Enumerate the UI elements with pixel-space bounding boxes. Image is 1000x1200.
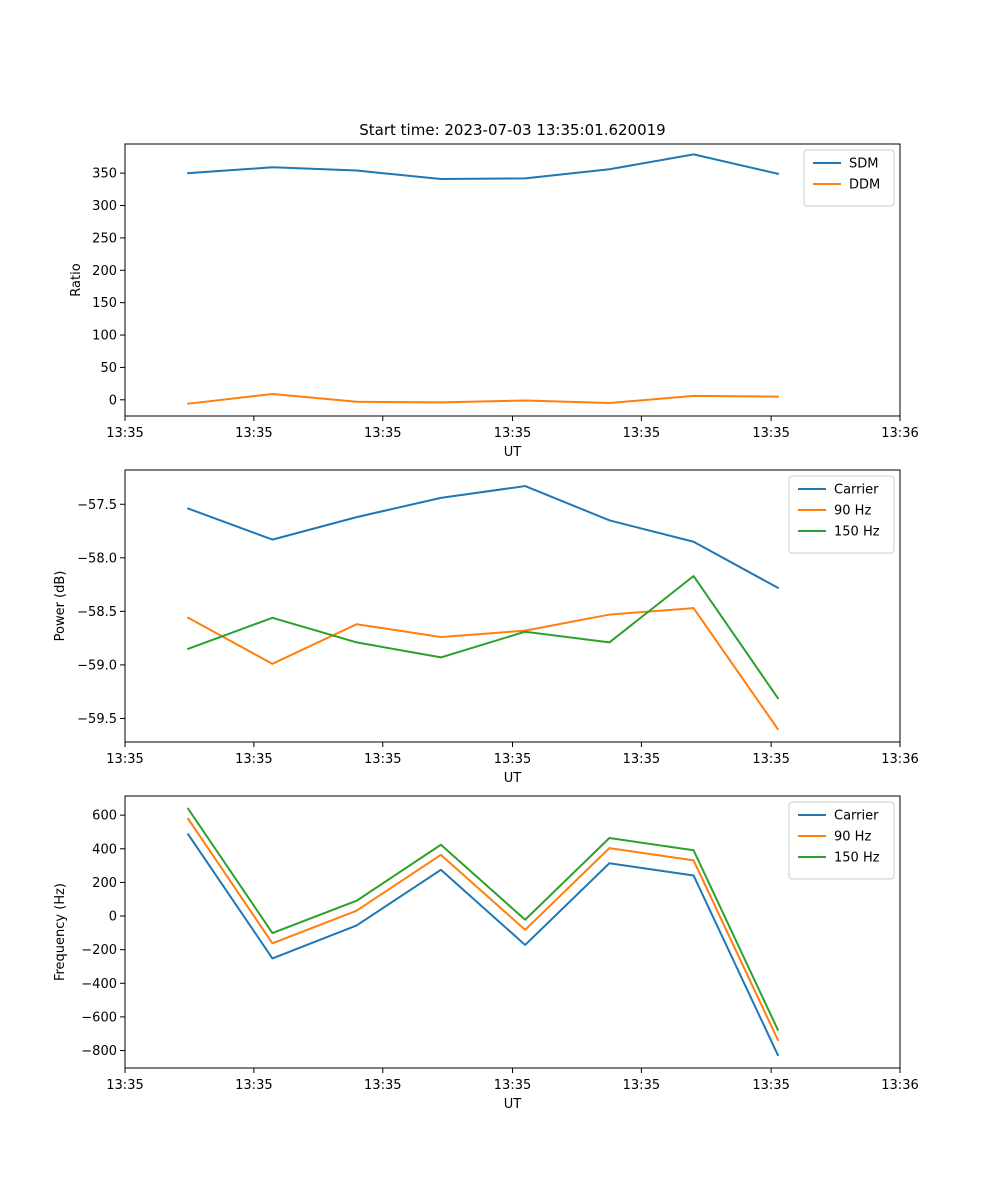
y-axis-label: Frequency (Hz) [53, 883, 68, 981]
chart-title: Start time: 2023-07-03 13:35:01.620019 [359, 121, 665, 139]
x-tick-label: 13:35 [494, 426, 531, 441]
x-tick-label: 13:35 [623, 426, 660, 441]
legend-label: 90 Hz [834, 830, 871, 845]
x-tick-label: 13:35 [235, 426, 272, 441]
legend-label: Carrier [834, 483, 879, 498]
legend: Carrier 90 Hz 150 Hz [788, 801, 895, 880]
y-axis: 0 50 100 150 200 250 300 350 [92, 167, 125, 408]
x-tick-label: 13:36 [881, 1078, 918, 1093]
y-tick-label: 400 [92, 842, 117, 857]
y-tick-label: 0 [109, 910, 117, 925]
series-lines [186, 485, 780, 731]
series-line-150-hz [186, 575, 780, 700]
series-lines [186, 807, 780, 1057]
legend-label: SDM [849, 157, 878, 172]
y-tick-label: 150 [92, 296, 117, 311]
series-lines [187, 153, 780, 405]
y-tick-label: 100 [92, 329, 117, 344]
x-tick-label: 13:35 [752, 752, 789, 767]
x-tick-label: 13:35 [106, 1078, 143, 1093]
x-tick-label: 13:35 [494, 1078, 531, 1093]
y-tick-label: 50 [100, 361, 117, 376]
series-line-carrier [186, 485, 780, 590]
x-axis-label: UT [504, 1097, 522, 1112]
y-axis: −800 −600 −400 −200 0 200 400 600 [81, 809, 125, 1059]
x-tick-label: 13:35 [364, 426, 401, 441]
series-line-150-hz [186, 807, 780, 1032]
y-axis-label: Power (dB) [53, 571, 68, 642]
series-line-90-hz [186, 607, 780, 731]
y-tick-label: −58.0 [77, 551, 117, 566]
series-line-sdm [187, 153, 780, 180]
y-tick-label: 0 [109, 393, 117, 408]
x-axis-label: UT [504, 771, 522, 786]
legend-label: 90 Hz [834, 504, 871, 519]
x-axis-label: UT [504, 445, 522, 460]
x-axis: 13:35 13:35 13:35 13:35 13:35 13:35 13:36 [106, 416, 919, 441]
x-tick-label: 13:35 [235, 1078, 272, 1093]
x-tick-label: 13:36 [881, 752, 918, 767]
y-axis-label: Ratio [69, 263, 84, 296]
x-tick-label: 13:35 [623, 752, 660, 767]
x-tick-label: 13:35 [752, 1078, 789, 1093]
x-tick-label: 13:35 [494, 752, 531, 767]
x-axis: 13:35 13:35 13:35 13:35 13:35 13:35 13:36 [106, 1068, 919, 1093]
legend-label: 150 Hz [834, 851, 880, 866]
x-tick-label: 13:35 [364, 752, 401, 767]
x-tick-label: 13:35 [752, 426, 789, 441]
y-tick-label: 600 [92, 809, 117, 824]
y-tick-label: 200 [92, 264, 117, 279]
y-tick-label: −400 [81, 977, 117, 992]
legend-label: DDM [849, 178, 880, 193]
x-axis: 13:35 13:35 13:35 13:35 13:35 13:35 13:36 [106, 742, 919, 767]
subplot-1: Start time: 2023-07-03 13:35:01.620019 13… [69, 121, 919, 460]
y-tick-label: 300 [92, 199, 117, 214]
series-line-ddm [187, 392, 779, 405]
y-tick-label: −59.5 [77, 712, 117, 727]
subplot-3: 13:35 13:35 13:35 13:35 13:35 13:35 13:36 UT −80… [53, 795, 919, 1112]
x-tick-label: 13:35 [364, 1078, 401, 1093]
y-tick-label: 200 [92, 876, 117, 891]
legend: SDM DDM [803, 149, 895, 207]
series-line-carrier [186, 832, 780, 1057]
y-tick-label: −57.5 [77, 498, 117, 513]
y-tick-label: 250 [92, 231, 117, 246]
y-tick-label: −600 [81, 1010, 117, 1025]
legend: Carrier 90 Hz 150 Hz [788, 475, 895, 554]
x-tick-label: 13:36 [881, 426, 918, 441]
x-tick-label: 13:35 [106, 752, 143, 767]
x-tick-label: 13:35 [235, 752, 272, 767]
legend-box [788, 475, 895, 554]
y-tick-label: −800 [81, 1044, 117, 1059]
y-tick-label: 350 [92, 167, 117, 182]
series-line-90-hz [186, 817, 780, 1042]
subplot-2: 13:35 13:35 13:35 13:35 13:35 13:35 13:36 UT −59… [53, 469, 919, 786]
y-axis: −59.5 −59.0 −58.5 −58.0 −57.5 [77, 498, 125, 727]
y-tick-label: −200 [81, 943, 117, 958]
legend-box [788, 801, 895, 880]
y-tick-label: −58.5 [77, 605, 117, 620]
legend-label: 150 Hz [834, 525, 880, 540]
x-tick-label: 13:35 [623, 1078, 660, 1093]
y-tick-label: −59.0 [77, 658, 117, 673]
legend-label: Carrier [834, 809, 879, 824]
x-tick-label: 13:35 [106, 426, 143, 441]
